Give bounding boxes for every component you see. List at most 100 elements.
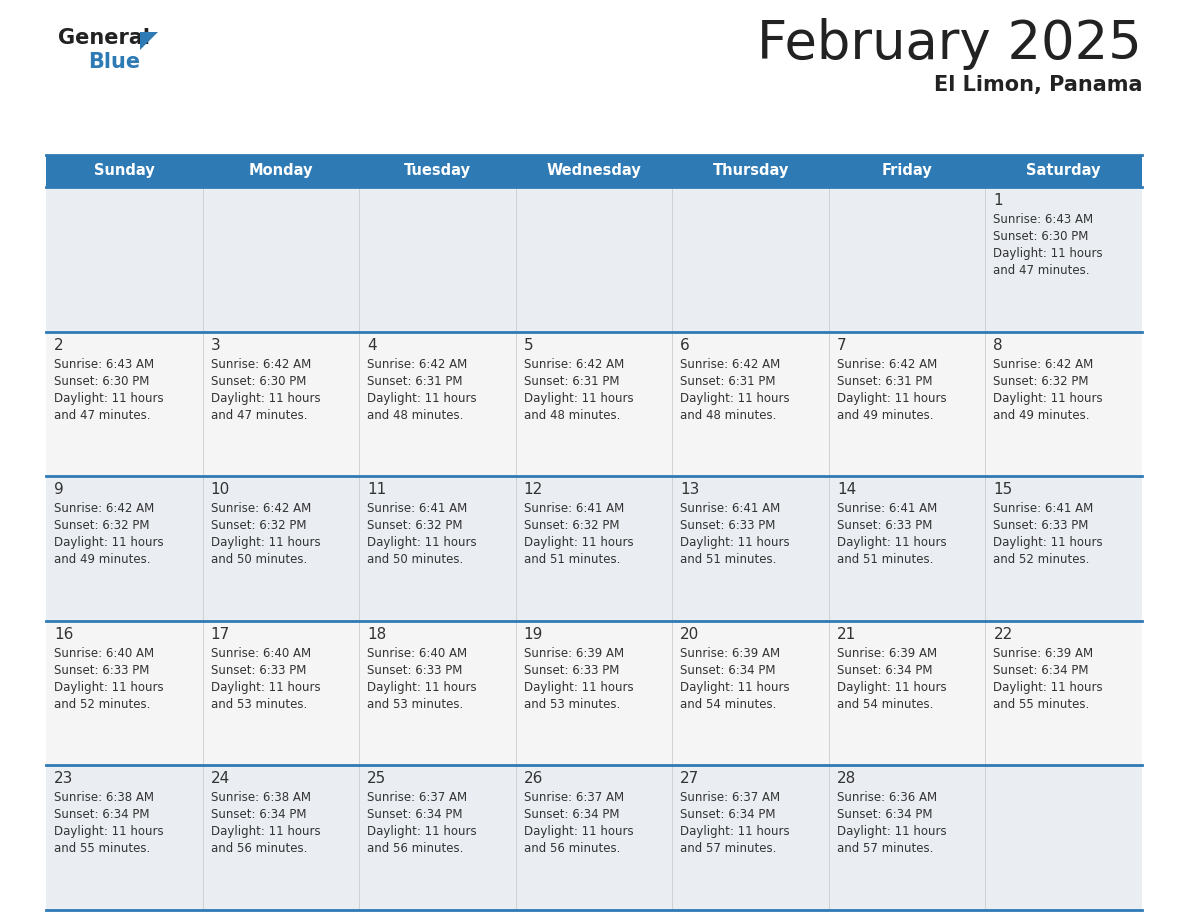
Text: and 56 minutes.: and 56 minutes. xyxy=(210,843,307,856)
Text: Daylight: 11 hours: Daylight: 11 hours xyxy=(993,392,1102,405)
Text: 22: 22 xyxy=(993,627,1012,642)
Text: Thursday: Thursday xyxy=(713,163,789,178)
Text: Daylight: 11 hours: Daylight: 11 hours xyxy=(524,536,633,549)
Text: and 56 minutes.: and 56 minutes. xyxy=(367,843,463,856)
Text: Sunrise: 6:39 AM: Sunrise: 6:39 AM xyxy=(836,647,937,660)
Text: 20: 20 xyxy=(681,627,700,642)
Text: and 51 minutes.: and 51 minutes. xyxy=(681,554,777,566)
Text: General: General xyxy=(58,28,150,48)
Text: Blue: Blue xyxy=(88,52,140,72)
Text: Daylight: 11 hours: Daylight: 11 hours xyxy=(367,536,476,549)
Text: Daylight: 11 hours: Daylight: 11 hours xyxy=(836,536,947,549)
Text: Sunrise: 6:41 AM: Sunrise: 6:41 AM xyxy=(524,502,624,515)
Text: Sunrise: 6:42 AM: Sunrise: 6:42 AM xyxy=(210,502,311,515)
Text: Daylight: 11 hours: Daylight: 11 hours xyxy=(681,825,790,838)
Text: and 57 minutes.: and 57 minutes. xyxy=(836,843,934,856)
Text: 9: 9 xyxy=(53,482,64,498)
Text: Sunset: 6:31 PM: Sunset: 6:31 PM xyxy=(367,375,462,387)
Text: Daylight: 11 hours: Daylight: 11 hours xyxy=(210,681,321,694)
Text: Daylight: 11 hours: Daylight: 11 hours xyxy=(367,825,476,838)
Text: 8: 8 xyxy=(993,338,1003,353)
Text: and 55 minutes.: and 55 minutes. xyxy=(993,698,1089,711)
Text: 15: 15 xyxy=(993,482,1012,498)
Polygon shape xyxy=(140,32,158,50)
Text: 12: 12 xyxy=(524,482,543,498)
Text: Daylight: 11 hours: Daylight: 11 hours xyxy=(993,247,1102,260)
Text: and 48 minutes.: and 48 minutes. xyxy=(524,409,620,421)
Text: Wednesday: Wednesday xyxy=(546,163,642,178)
Bar xyxy=(46,187,1142,331)
Text: Tuesday: Tuesday xyxy=(404,163,470,178)
Bar xyxy=(46,155,1142,187)
Text: Sunrise: 6:39 AM: Sunrise: 6:39 AM xyxy=(993,647,1093,660)
Text: 7: 7 xyxy=(836,338,847,353)
Text: and 51 minutes.: and 51 minutes. xyxy=(524,554,620,566)
Text: Friday: Friday xyxy=(881,163,933,178)
Text: Sunrise: 6:42 AM: Sunrise: 6:42 AM xyxy=(524,358,624,371)
Text: 23: 23 xyxy=(53,771,74,787)
Text: Sunset: 6:33 PM: Sunset: 6:33 PM xyxy=(53,664,150,677)
Text: Sunrise: 6:39 AM: Sunrise: 6:39 AM xyxy=(524,647,624,660)
Text: 5: 5 xyxy=(524,338,533,353)
Text: Sunday: Sunday xyxy=(94,163,154,178)
Text: Sunset: 6:34 PM: Sunset: 6:34 PM xyxy=(210,809,307,822)
Text: and 51 minutes.: and 51 minutes. xyxy=(836,554,934,566)
Text: Sunrise: 6:40 AM: Sunrise: 6:40 AM xyxy=(367,647,467,660)
Text: and 47 minutes.: and 47 minutes. xyxy=(53,409,151,421)
Bar xyxy=(46,476,1142,621)
Text: Sunrise: 6:37 AM: Sunrise: 6:37 AM xyxy=(367,791,467,804)
Text: Sunset: 6:31 PM: Sunset: 6:31 PM xyxy=(681,375,776,387)
Text: Daylight: 11 hours: Daylight: 11 hours xyxy=(836,392,947,405)
Text: Sunrise: 6:36 AM: Sunrise: 6:36 AM xyxy=(836,791,937,804)
Bar xyxy=(46,621,1142,766)
Text: Sunrise: 6:43 AM: Sunrise: 6:43 AM xyxy=(53,358,154,371)
Text: Sunset: 6:32 PM: Sunset: 6:32 PM xyxy=(367,520,462,532)
Text: 18: 18 xyxy=(367,627,386,642)
Text: 3: 3 xyxy=(210,338,220,353)
Text: Daylight: 11 hours: Daylight: 11 hours xyxy=(836,825,947,838)
Text: Sunrise: 6:41 AM: Sunrise: 6:41 AM xyxy=(367,502,467,515)
Text: Sunset: 6:32 PM: Sunset: 6:32 PM xyxy=(53,520,150,532)
Text: Sunset: 6:32 PM: Sunset: 6:32 PM xyxy=(524,520,619,532)
Text: Sunset: 6:32 PM: Sunset: 6:32 PM xyxy=(993,375,1089,387)
Text: Sunset: 6:31 PM: Sunset: 6:31 PM xyxy=(836,375,933,387)
Text: Daylight: 11 hours: Daylight: 11 hours xyxy=(210,825,321,838)
Text: 11: 11 xyxy=(367,482,386,498)
Text: and 47 minutes.: and 47 minutes. xyxy=(210,409,307,421)
Text: Sunrise: 6:38 AM: Sunrise: 6:38 AM xyxy=(210,791,310,804)
Text: Sunrise: 6:42 AM: Sunrise: 6:42 AM xyxy=(53,502,154,515)
Text: Daylight: 11 hours: Daylight: 11 hours xyxy=(681,392,790,405)
Text: Sunset: 6:34 PM: Sunset: 6:34 PM xyxy=(681,809,776,822)
Text: Sunset: 6:33 PM: Sunset: 6:33 PM xyxy=(210,664,307,677)
Text: Sunset: 6:30 PM: Sunset: 6:30 PM xyxy=(53,375,150,387)
Text: 10: 10 xyxy=(210,482,229,498)
Text: 19: 19 xyxy=(524,627,543,642)
Text: 14: 14 xyxy=(836,482,857,498)
Text: 28: 28 xyxy=(836,771,857,787)
Text: Daylight: 11 hours: Daylight: 11 hours xyxy=(53,681,164,694)
Text: 4: 4 xyxy=(367,338,377,353)
Text: and 52 minutes.: and 52 minutes. xyxy=(53,698,151,711)
Text: Sunrise: 6:42 AM: Sunrise: 6:42 AM xyxy=(681,358,781,371)
Text: Daylight: 11 hours: Daylight: 11 hours xyxy=(367,681,476,694)
Text: Sunrise: 6:39 AM: Sunrise: 6:39 AM xyxy=(681,647,781,660)
Text: Daylight: 11 hours: Daylight: 11 hours xyxy=(53,392,164,405)
Text: Sunrise: 6:38 AM: Sunrise: 6:38 AM xyxy=(53,791,154,804)
Text: Sunrise: 6:42 AM: Sunrise: 6:42 AM xyxy=(367,358,467,371)
Text: Sunset: 6:34 PM: Sunset: 6:34 PM xyxy=(993,664,1089,677)
Text: and 49 minutes.: and 49 minutes. xyxy=(836,409,934,421)
Text: and 50 minutes.: and 50 minutes. xyxy=(210,554,307,566)
Text: and 57 minutes.: and 57 minutes. xyxy=(681,843,777,856)
Text: Sunrise: 6:43 AM: Sunrise: 6:43 AM xyxy=(993,213,1093,226)
Text: February 2025: February 2025 xyxy=(757,18,1142,70)
Text: and 53 minutes.: and 53 minutes. xyxy=(524,698,620,711)
Text: Sunrise: 6:42 AM: Sunrise: 6:42 AM xyxy=(993,358,1094,371)
Text: and 49 minutes.: and 49 minutes. xyxy=(53,554,151,566)
Text: Sunrise: 6:40 AM: Sunrise: 6:40 AM xyxy=(210,647,311,660)
Text: Daylight: 11 hours: Daylight: 11 hours xyxy=(681,536,790,549)
Text: Sunset: 6:30 PM: Sunset: 6:30 PM xyxy=(993,230,1089,243)
Text: Sunset: 6:34 PM: Sunset: 6:34 PM xyxy=(681,664,776,677)
Text: 26: 26 xyxy=(524,771,543,787)
Text: Sunrise: 6:37 AM: Sunrise: 6:37 AM xyxy=(681,791,781,804)
Text: and 48 minutes.: and 48 minutes. xyxy=(367,409,463,421)
